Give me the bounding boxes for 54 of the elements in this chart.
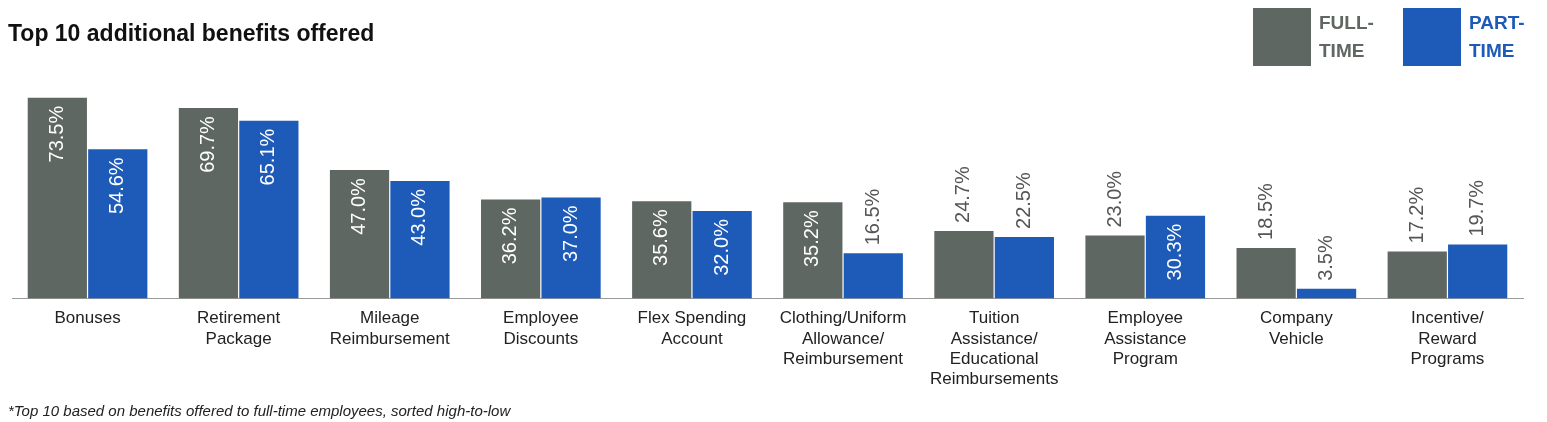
bar [1085, 235, 1145, 299]
data-label: 16.5% [860, 188, 883, 246]
bar [1145, 215, 1206, 299]
x-tick-label: Employee Discounts [503, 308, 579, 348]
x-tick-label: Retirement Package [197, 308, 281, 348]
text: *Top 10 based on benefits offered to full-time employees, sorted high-to-low [8, 402, 512, 419]
data-label: 19.7% [1465, 179, 1488, 237]
data-label: 69.7% [195, 115, 218, 173]
data-label: 23.0% [1102, 170, 1125, 228]
bar [329, 170, 390, 299]
data-label: 3.5% [1314, 235, 1337, 281]
data-label: 54.6% [105, 157, 128, 215]
x-tick-label: Clothing/Uniform Allowance/ Reimbursement [779, 308, 907, 369]
data-label: 22.5% [1011, 172, 1034, 229]
data-label: 43.0% [407, 188, 430, 246]
bar [692, 211, 752, 299]
bar [239, 120, 299, 299]
bar [1448, 244, 1508, 299]
data-label: 47.0% [347, 177, 370, 235]
data-label: 17.2% [1404, 186, 1427, 244]
x-tick-label: Tuition Assistance/ Educational Reimbursements [929, 308, 1059, 389]
bar [934, 230, 994, 299]
x-tick-label: Bonuses [54, 308, 121, 328]
x-tick-label: Incentive/ Reward Programs [1410, 308, 1485, 369]
chart-title: Top 10 additional benefits offered [8, 20, 375, 47]
bar [390, 181, 450, 299]
bar [843, 253, 903, 299]
bar [994, 236, 1054, 299]
data-label: 24.7% [951, 166, 974, 223]
x-tick-label: Employee Assistance Program [1104, 308, 1187, 369]
bar [27, 97, 87, 299]
bar [632, 201, 692, 299]
bar [88, 149, 148, 299]
text: PART-TIME [1469, 11, 1526, 63]
data-label: 37.0% [558, 205, 581, 263]
data-label: 73.5% [44, 105, 67, 163]
x-tick-label: Company Vehicle [1259, 308, 1334, 348]
data-label: 30.3% [1162, 223, 1185, 281]
bar [783, 202, 843, 299]
text: FULL-TIME [1319, 11, 1375, 63]
data-label: 35.6% [649, 209, 672, 266]
data-label: 36.2% [498, 207, 521, 265]
data-label: 35.2% [800, 210, 823, 268]
data-label: 65.1% [256, 128, 279, 186]
bar [541, 197, 601, 299]
bar [178, 108, 239, 299]
bar [1296, 288, 1357, 299]
bar [481, 199, 541, 299]
data-label: 32.0% [709, 218, 732, 276]
data-label: 18.5% [1253, 182, 1276, 240]
x-tick-label: Mileage Reimbursement [329, 308, 451, 348]
bar [1236, 247, 1296, 299]
x-tick-label: Flex Spending Account [637, 308, 747, 348]
bar [1387, 251, 1447, 299]
